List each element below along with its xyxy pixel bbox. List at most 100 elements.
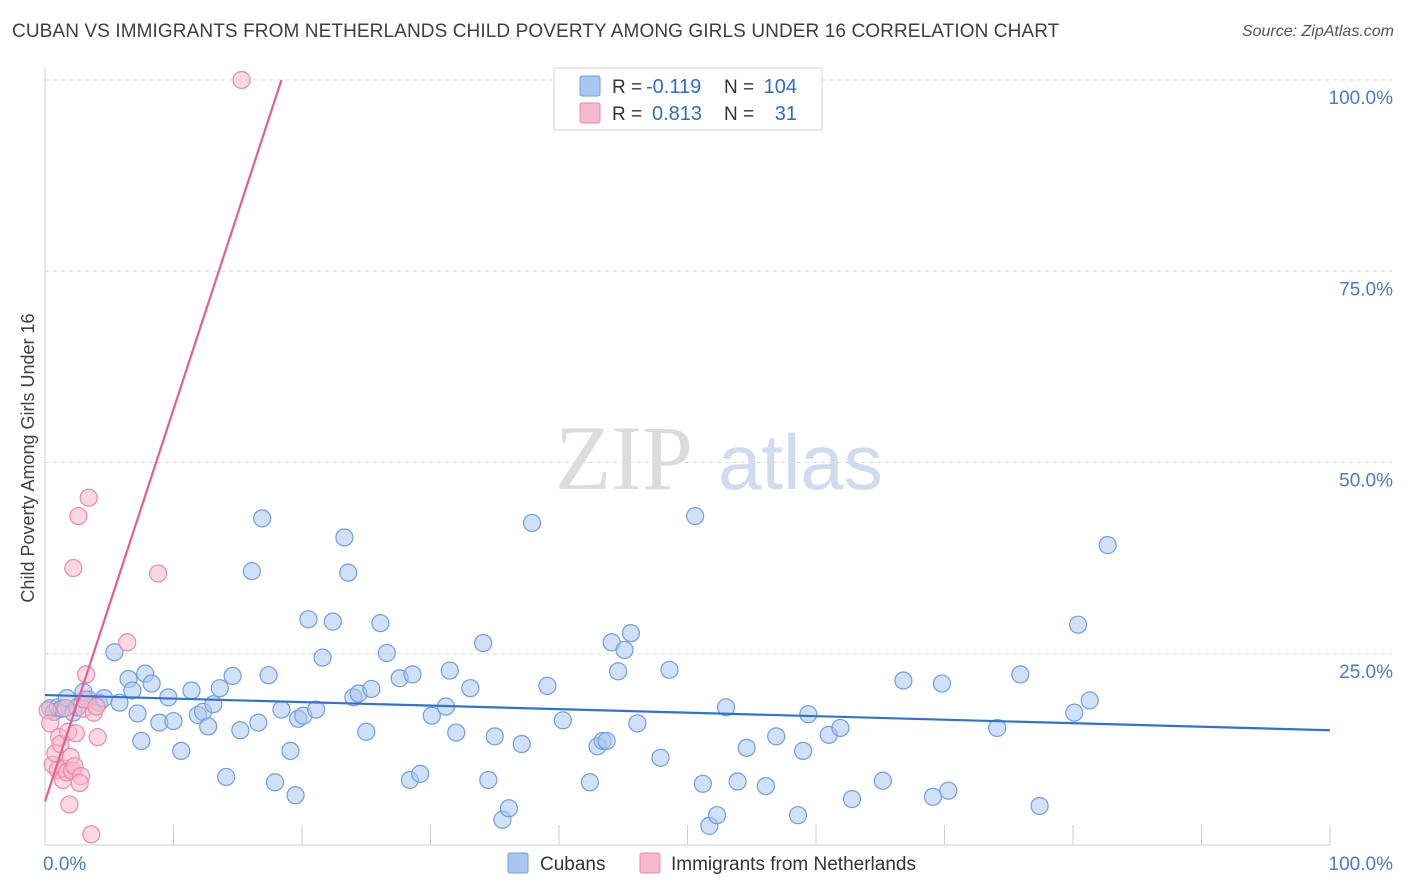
legend-r-value-cubans: -0.119 <box>646 76 701 98</box>
point-netherlands-30 <box>148 564 168 583</box>
series-legend: Cubans Immigrants from Netherlands <box>507 852 916 875</box>
y-tick-label-100: 100.0% <box>1329 88 1394 109</box>
y-tick-label-75: 75.0% <box>1339 279 1393 300</box>
chart-source: Source: ZipAtlas.com <box>1241 23 1394 40</box>
point-cubans-95 <box>842 789 862 809</box>
point-cubans-60 <box>440 661 459 680</box>
point-netherlands-1 <box>41 714 60 733</box>
point-cubans-65 <box>485 727 504 746</box>
point-netherlands-25 <box>82 825 101 844</box>
y-tick-label-25: 25.0% <box>1339 662 1393 683</box>
point-cubans-98 <box>932 674 952 693</box>
point-cubans-84 <box>707 806 727 825</box>
point-cubans-108 <box>651 748 670 767</box>
point-cubans-62 <box>461 679 480 698</box>
point-cubans-91 <box>794 741 813 761</box>
y-axis-label: Child Poverty Among Girls Under 16 <box>18 313 38 602</box>
point-cubans-88 <box>756 776 775 796</box>
point-cubans-11 <box>105 643 124 662</box>
point-cubans-56 <box>403 665 422 684</box>
series-legend-swatch-cubans <box>507 852 529 874</box>
point-cubans-26 <box>199 717 218 736</box>
point-cubans-57 <box>411 764 430 783</box>
point-cubans-77 <box>615 640 634 660</box>
point-cubans-74 <box>597 731 616 751</box>
legend-r-label-netherlands: R = <box>612 104 642 125</box>
point-cubans-22 <box>172 741 191 761</box>
point-cubans-79 <box>628 714 647 733</box>
watermark: ZIP atlas <box>555 407 883 509</box>
y-tick-labels: 25.0% 50.0% 75.0% 100.0% <box>1329 88 1394 683</box>
point-netherlands-29 <box>118 633 137 652</box>
regression-lines <box>43 79 1331 802</box>
point-cubans-14 <box>123 681 142 700</box>
point-cubans-39 <box>286 786 305 805</box>
point-cubans-100 <box>988 718 1007 738</box>
legend-r-label-cubans: R = <box>612 77 642 98</box>
point-netherlands-27 <box>87 697 106 716</box>
point-cubans-21 <box>164 711 183 731</box>
point-cubans-16 <box>132 731 151 751</box>
point-cubans-109 <box>538 676 557 695</box>
point-netherlands-20 <box>70 773 89 793</box>
point-netherlands-24 <box>79 488 98 507</box>
point-cubans-64 <box>479 770 498 790</box>
legend-n-value-cubans: 104 <box>764 76 797 98</box>
point-cubans-107 <box>873 771 892 790</box>
point-cubans-69 <box>522 513 542 533</box>
point-cubans-35 <box>259 666 278 685</box>
point-cubans-46 <box>335 528 354 547</box>
regression-line-netherlands <box>43 79 283 802</box>
point-cubans-97 <box>923 787 943 806</box>
point-cubans-104 <box>1080 691 1099 710</box>
point-cubans-44 <box>313 648 332 667</box>
point-cubans-67 <box>499 799 518 818</box>
series-legend-label-cubans: Cubans <box>540 854 606 875</box>
point-cubans-58 <box>422 706 441 725</box>
point-cubans-102 <box>1069 615 1088 634</box>
point-cubans-82 <box>693 774 713 793</box>
point-netherlands-12 <box>60 795 79 814</box>
point-cubans-53 <box>377 643 396 663</box>
point-cubans-34 <box>253 509 272 528</box>
legend-n-value-netherlands: 31 <box>775 103 797 125</box>
point-netherlands-9 <box>56 698 75 718</box>
point-cubans-43 <box>307 700 326 719</box>
data-points <box>38 70 1117 844</box>
point-cubans-96 <box>894 671 913 690</box>
point-netherlands-31 <box>232 70 251 90</box>
series-legend-label-netherlands: Immigrants from Netherlands <box>671 854 916 875</box>
point-cubans-103 <box>1098 536 1117 555</box>
point-cubans-36 <box>265 773 285 792</box>
point-cubans-31 <box>231 721 250 740</box>
point-cubans-89 <box>767 727 786 746</box>
point-cubans-51 <box>362 679 381 699</box>
point-cubans-18 <box>142 674 161 693</box>
point-cubans-92 <box>799 705 818 724</box>
point-cubans-33 <box>249 713 268 732</box>
point-cubans-70 <box>553 711 572 730</box>
x-tick-labels: 0.0% 100.0% <box>43 854 1393 875</box>
point-netherlands-28 <box>88 728 107 747</box>
legend-r-value-netherlands: 0.813 <box>652 103 702 125</box>
point-cubans-78 <box>621 623 641 643</box>
point-cubans-106 <box>1030 796 1049 816</box>
point-cubans-28 <box>210 679 229 698</box>
point-cubans-12 <box>110 693 129 712</box>
axes <box>44 68 1331 846</box>
correlation-legend: R = -0.119 N = 104 R = 0.813 N = 31 <box>553 67 823 131</box>
point-cubans-45 <box>323 612 342 631</box>
point-cubans-99 <box>939 781 958 800</box>
point-cubans-71 <box>580 773 599 792</box>
point-cubans-105 <box>1065 703 1084 722</box>
point-cubans-87 <box>737 738 756 757</box>
x-tick-label-max: 100.0% <box>1329 854 1394 875</box>
point-cubans-63 <box>474 633 493 653</box>
point-cubans-94 <box>831 718 850 738</box>
point-cubans-86 <box>728 772 747 791</box>
legend-n-label-cubans: N = <box>724 77 754 98</box>
legend-n-label-netherlands: N = <box>724 104 754 125</box>
point-cubans-29 <box>217 767 236 787</box>
point-cubans-37 <box>272 700 291 719</box>
